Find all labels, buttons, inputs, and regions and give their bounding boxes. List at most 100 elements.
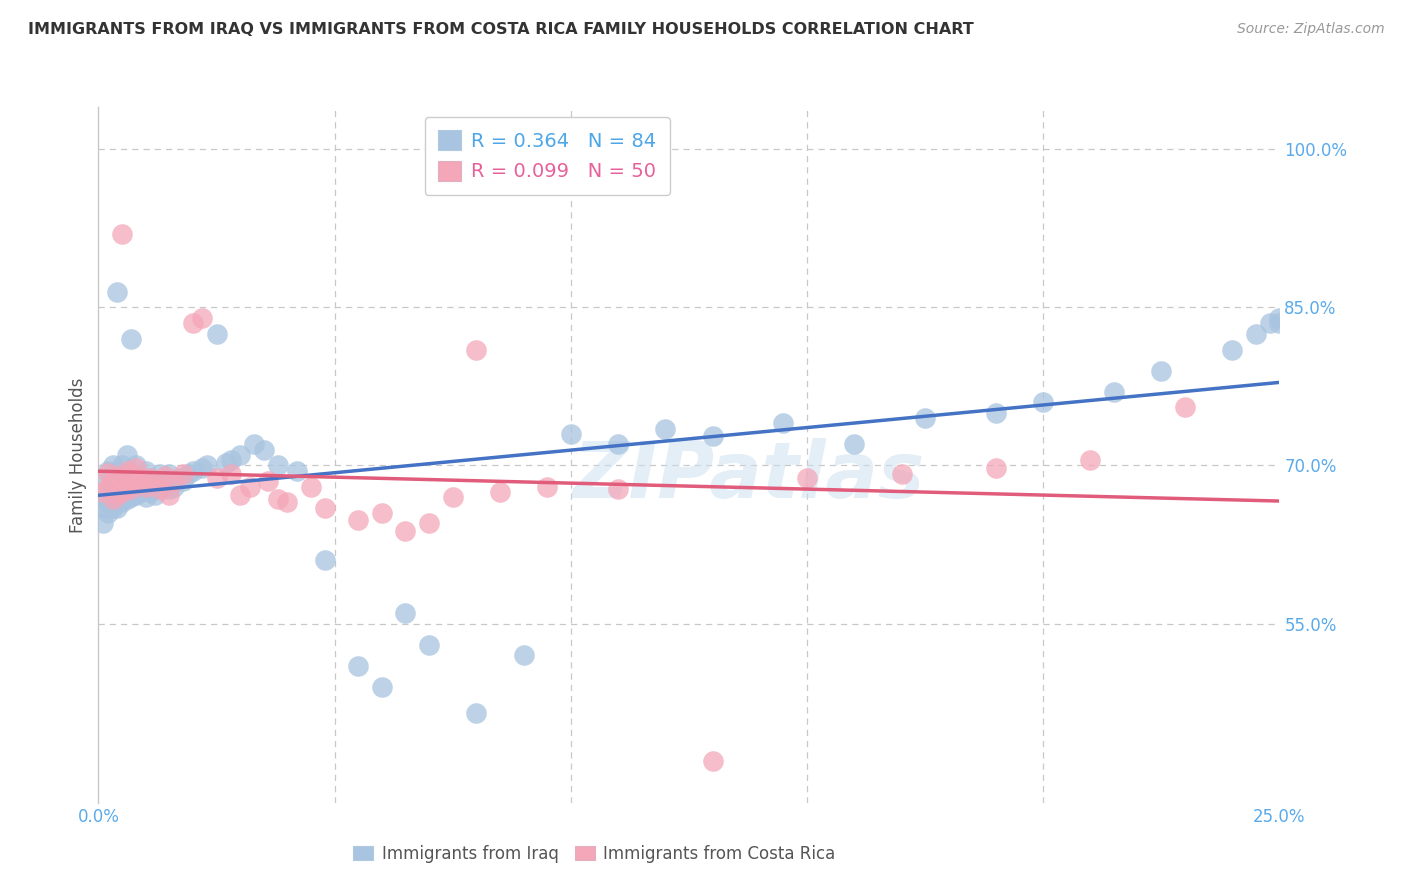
Point bbox=[143, 475, 166, 489]
Point bbox=[314, 500, 336, 515]
Point bbox=[163, 475, 186, 489]
Point bbox=[97, 506, 120, 520]
Point bbox=[97, 484, 120, 499]
Point bbox=[796, 471, 818, 485]
Point bbox=[1080, 453, 1102, 467]
Point bbox=[111, 458, 134, 473]
Point bbox=[139, 484, 162, 499]
Point bbox=[267, 492, 290, 507]
Y-axis label: Family Households: Family Households bbox=[69, 377, 87, 533]
Point bbox=[97, 466, 120, 480]
Point bbox=[984, 406, 1007, 420]
Point bbox=[267, 458, 290, 473]
Point bbox=[135, 477, 157, 491]
Point bbox=[105, 488, 128, 502]
Point bbox=[97, 464, 120, 478]
Point bbox=[91, 484, 114, 499]
Point bbox=[125, 476, 148, 491]
Point bbox=[115, 482, 138, 496]
Point bbox=[135, 490, 157, 504]
Point bbox=[125, 477, 148, 491]
Point bbox=[181, 464, 204, 478]
Point bbox=[115, 448, 138, 462]
Point bbox=[125, 488, 148, 502]
Point bbox=[1150, 363, 1173, 377]
Point bbox=[702, 429, 724, 443]
Point bbox=[1174, 401, 1197, 415]
Point bbox=[105, 285, 128, 299]
Point bbox=[101, 475, 124, 489]
Point bbox=[149, 482, 172, 496]
Point bbox=[121, 490, 143, 504]
Point bbox=[149, 467, 172, 481]
Point bbox=[215, 456, 238, 470]
Point bbox=[299, 479, 322, 493]
Point bbox=[121, 332, 143, 346]
Point bbox=[121, 482, 143, 496]
Point bbox=[135, 464, 157, 478]
Point bbox=[489, 484, 512, 499]
Text: IMMIGRANTS FROM IRAQ VS IMMIGRANTS FROM COSTA RICA FAMILY HOUSEHOLDS CORRELATION: IMMIGRANTS FROM IRAQ VS IMMIGRANTS FROM … bbox=[28, 22, 974, 37]
Point bbox=[111, 495, 134, 509]
Point bbox=[984, 460, 1007, 475]
Point bbox=[1268, 316, 1291, 330]
Point bbox=[205, 471, 228, 485]
Point bbox=[163, 479, 186, 493]
Point bbox=[257, 475, 280, 489]
Point bbox=[347, 658, 370, 673]
Point bbox=[97, 475, 120, 489]
Point bbox=[91, 516, 114, 531]
Point bbox=[512, 648, 534, 663]
Point bbox=[205, 326, 228, 341]
Point bbox=[191, 310, 214, 325]
Point bbox=[121, 479, 143, 493]
Point bbox=[560, 426, 582, 441]
Point bbox=[115, 479, 138, 493]
Point bbox=[101, 479, 124, 493]
Point bbox=[394, 606, 416, 620]
Point bbox=[97, 479, 120, 493]
Point bbox=[115, 469, 138, 483]
Point bbox=[219, 467, 242, 481]
Point bbox=[607, 437, 630, 451]
Point bbox=[1268, 310, 1291, 325]
Point bbox=[111, 471, 134, 485]
Point bbox=[239, 479, 262, 493]
Point bbox=[115, 464, 138, 478]
Point bbox=[347, 513, 370, 527]
Point bbox=[285, 464, 308, 478]
Point bbox=[890, 467, 912, 481]
Point bbox=[121, 467, 143, 481]
Point bbox=[772, 417, 794, 431]
Point bbox=[172, 475, 194, 489]
Point bbox=[536, 479, 558, 493]
Point bbox=[177, 467, 200, 481]
Point bbox=[441, 490, 464, 504]
Point bbox=[121, 464, 143, 478]
Text: Source: ZipAtlas.com: Source: ZipAtlas.com bbox=[1237, 22, 1385, 37]
Point bbox=[111, 227, 134, 241]
Point bbox=[1244, 326, 1267, 341]
Point bbox=[125, 458, 148, 473]
Point bbox=[139, 471, 162, 485]
Point bbox=[143, 475, 166, 489]
Point bbox=[153, 469, 176, 483]
Point bbox=[465, 343, 488, 357]
Point bbox=[1102, 384, 1125, 399]
Point bbox=[1032, 395, 1054, 409]
Point bbox=[129, 471, 152, 485]
Point bbox=[97, 495, 120, 509]
Point bbox=[371, 506, 394, 520]
Point bbox=[371, 680, 394, 694]
Point bbox=[157, 482, 180, 496]
Point bbox=[167, 471, 190, 485]
Text: ZIPatlas: ZIPatlas bbox=[572, 438, 924, 514]
Point bbox=[465, 706, 488, 721]
Point bbox=[1220, 343, 1243, 357]
Point bbox=[229, 448, 252, 462]
Point bbox=[139, 471, 162, 485]
Point bbox=[105, 475, 128, 489]
Point bbox=[105, 469, 128, 483]
Point bbox=[143, 488, 166, 502]
Point bbox=[129, 471, 152, 485]
